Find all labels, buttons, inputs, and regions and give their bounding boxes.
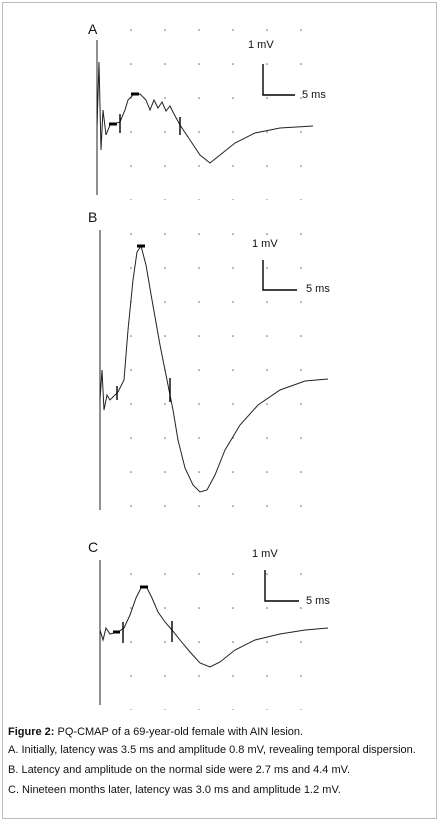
figure: A 1 mV 5 ms B 1 mV 5 ms C 1 mV 5 ms <box>88 21 330 710</box>
caption-title: Figure 2: <box>8 726 55 738</box>
scale-bar <box>262 260 297 291</box>
waveform <box>99 244 329 493</box>
panel-label: A <box>88 21 98 37</box>
waveform <box>96 61 314 164</box>
time-scale: 5 ms <box>306 283 330 295</box>
scale-bar <box>264 570 299 602</box>
amplitude-scale: 1 mV <box>248 39 274 51</box>
panel-label: C <box>88 539 98 555</box>
time-scale: 5 ms <box>306 595 330 607</box>
panel-label: B <box>88 209 97 225</box>
figure-frame <box>2 2 437 819</box>
dot-grid <box>120 25 330 200</box>
caption: Figure 2: PQ-CMAP of a 69-year-old femal… <box>8 726 434 804</box>
caption-item: C. Nineteen months later, latency was 3.… <box>8 784 341 796</box>
scale-bar <box>262 64 295 96</box>
caption-item: B. Latency and amplitude on the normal s… <box>8 764 351 776</box>
dot-grid <box>120 225 330 515</box>
dot-grid <box>120 555 330 710</box>
time-scale: 5 ms <box>302 89 326 101</box>
amplitude-scale: 1 mV <box>252 548 278 560</box>
amplitude-scale: 1 mV <box>252 238 278 250</box>
caption-item: A. Initially, latency was 3.5 ms and amp… <box>8 744 416 756</box>
caption-heading: Figure 2: PQ-CMAP of a 69-year-old femal… <box>8 726 434 739</box>
caption-text: PQ-CMAP of a 69-year-old female with AIN… <box>57 726 304 738</box>
